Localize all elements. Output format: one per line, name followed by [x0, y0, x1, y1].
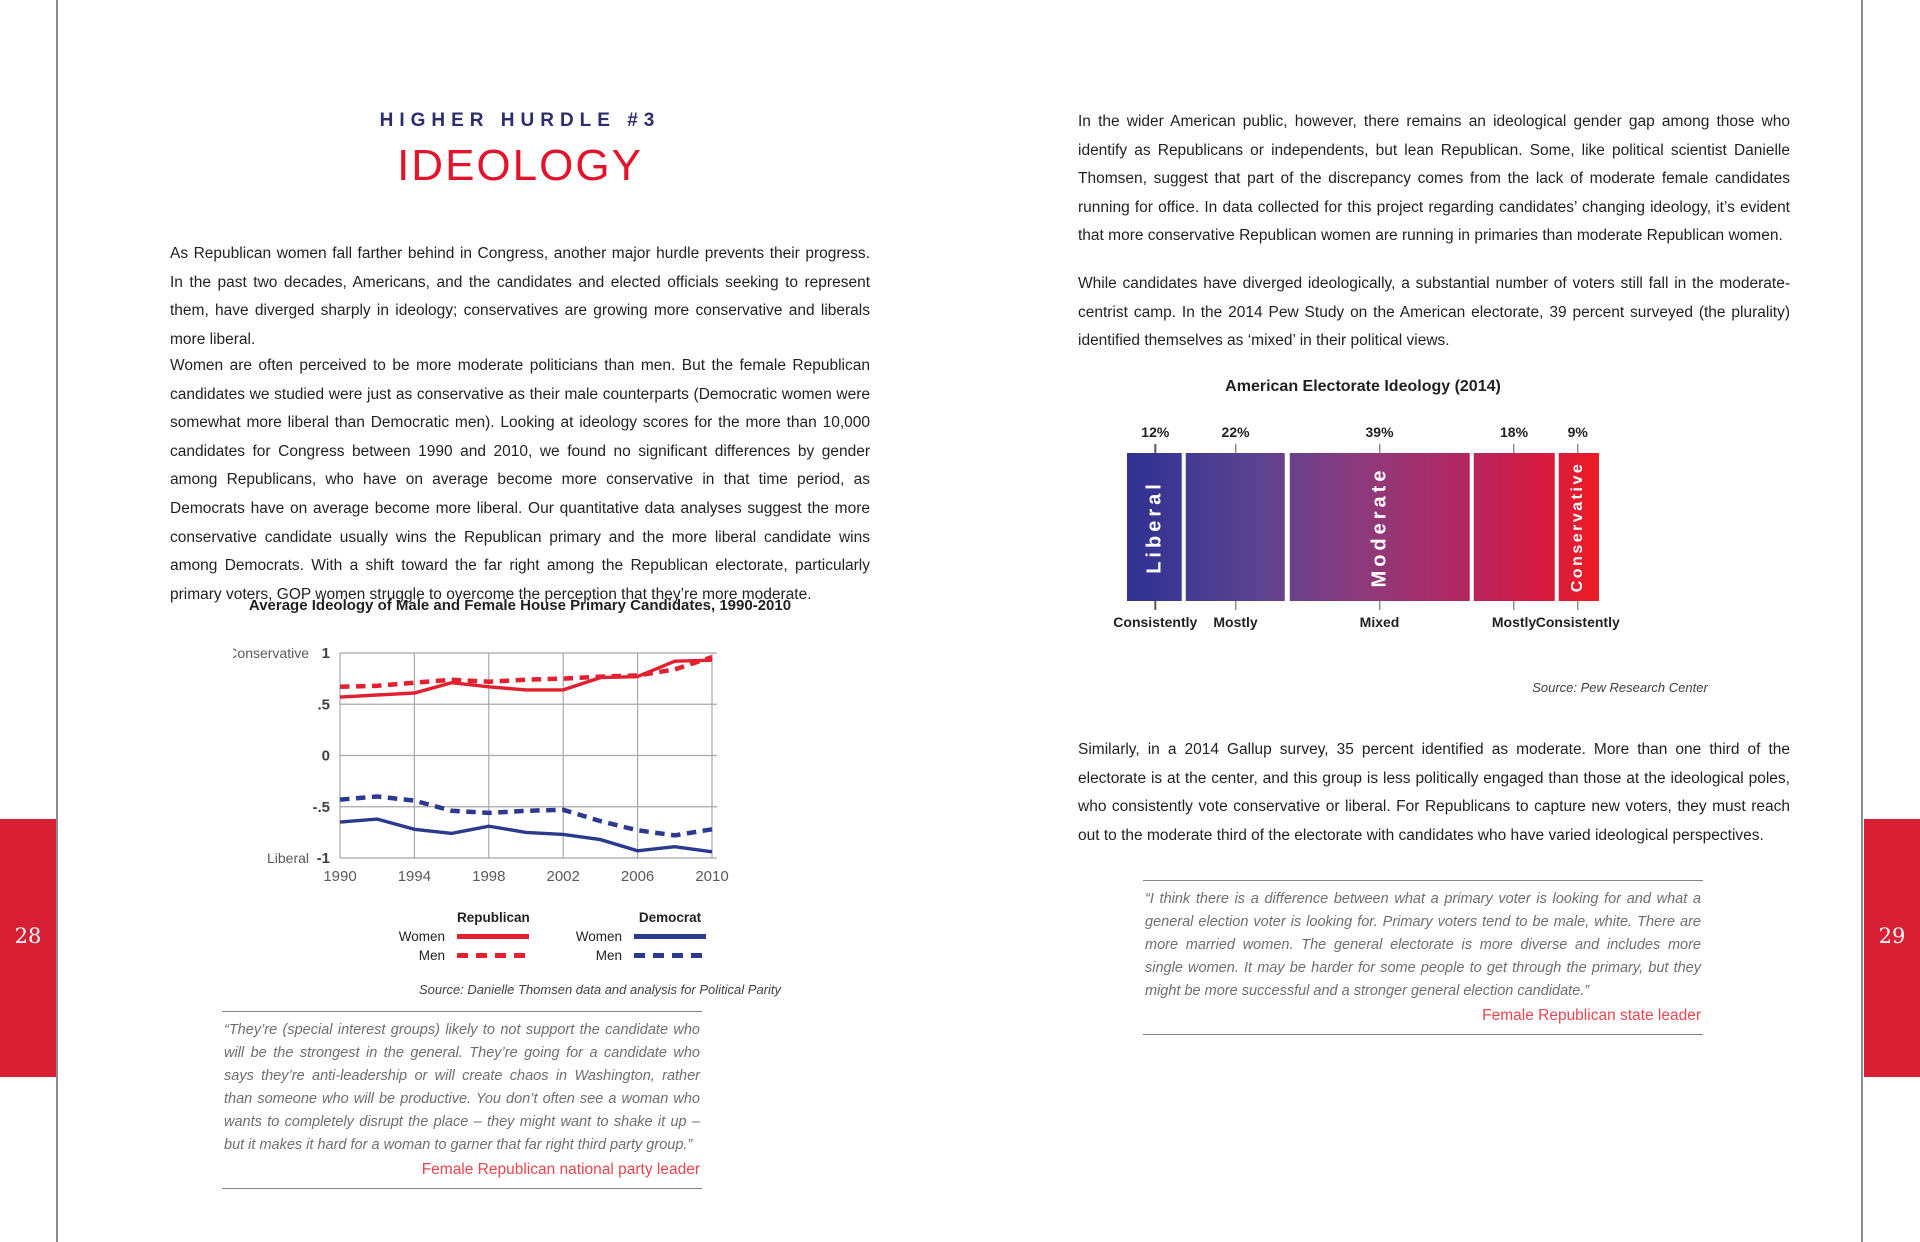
segment-percent-label: 39%: [1365, 424, 1394, 440]
segment-top-tick: [1154, 444, 1157, 453]
page-number-right: 29: [1878, 924, 1906, 948]
legend-header: Republican: [457, 910, 530, 925]
band-label-liberal: Liberal: [1143, 480, 1166, 574]
y-axis-side-label: Liberal: [267, 850, 309, 866]
segment-bottom-label: Consistently: [1113, 614, 1198, 630]
segment-top-tick: [1234, 444, 1237, 453]
x-axis-tick-label: 2010: [695, 868, 728, 885]
segment-divider: [1469, 453, 1474, 601]
legend-swatch-dashed: [634, 953, 706, 958]
section-kicker: HIGHER HURDLE #3: [379, 110, 661, 131]
right-paragraph-1: In the wider American public, however, t…: [1078, 113, 1790, 245]
band-label-conservative: Conservative: [1568, 461, 1586, 593]
page-tab-left: 28: [0, 819, 56, 1077]
right-paragraph-3: Similarly, in a 2014 Gallup survey, 35 p…: [1078, 741, 1790, 844]
segment-percent-label: 18%: [1500, 424, 1529, 440]
segment-bottom-tick: [1154, 601, 1157, 610]
y-axis-tick-label: -1: [317, 850, 330, 867]
line-chart-legend: Republican Women Men Democrat Women Men: [198, 910, 898, 963]
segment-top-tick: [1513, 444, 1515, 453]
ideology-line-chart: 1 Conservative .5 0 -.5 -1 Liberal 1990 1994 1998…: [233, 645, 729, 885]
segment-bottom-tick: [1513, 601, 1515, 610]
legend-label: Men: [595, 948, 622, 963]
right-paragraph-2: While candidates have diverged ideologic…: [1078, 275, 1790, 350]
segment-bottom-label: Mostly: [1491, 614, 1537, 630]
electorate-gradient-bar: Liberal Moderate Conservative: [1127, 453, 1599, 601]
y-axis-tick-label: .5: [317, 696, 330, 713]
electorate-chart-source: Source: Pew Research Center: [1532, 680, 1708, 695]
page-title: IDEOLOGY: [397, 141, 643, 190]
x-axis-tick-label: 1994: [398, 868, 431, 885]
right-quote-text: “I think there is a difference between w…: [1145, 891, 1701, 999]
x-axis-tick-label: 2002: [547, 868, 580, 885]
legend-label: Women: [575, 929, 622, 944]
page-tab-right: 29: [1864, 819, 1920, 1077]
segment-divider: [1554, 453, 1559, 601]
legend-swatch-solid: [634, 934, 706, 939]
left-page-trim-line: [56, 0, 58, 1242]
series-democrat-women: [339, 817, 713, 854]
segment-bottom-label: Mostly: [1213, 614, 1258, 630]
left-quote-attribution: Female Republican national party leader: [421, 1161, 700, 1178]
electorate-chart-title: American Electorate Ideology (2014): [1225, 378, 1501, 395]
legend-swatch-dashed: [457, 953, 529, 958]
x-axis-tick-label: 2006: [621, 868, 654, 885]
y-axis-tick-label: -.5: [312, 799, 330, 816]
y-axis-tick-label: 1: [322, 645, 330, 662]
electorate-ideology-chart: American Electorate Ideology (2014) Libe…: [1113, 378, 1619, 643]
x-axis-tick-label: 1990: [323, 868, 356, 885]
segment-bottom-label: Mixed: [1359, 614, 1400, 630]
y-axis-side-label: Conservative: [233, 645, 309, 661]
segment-divider: [1285, 453, 1290, 601]
line-chart-source: Source: Danielle Thomsen data and analys…: [418, 982, 781, 997]
series-democrat-men: [339, 794, 713, 838]
left-quote-text: “They’re (special interest groups) likel…: [224, 1022, 700, 1153]
right-quote-attribution: Female Republican state leader: [1482, 1007, 1701, 1024]
series-republican-men: [339, 654, 713, 690]
line-chart-title: Average Ideology of Male and Female Hous…: [248, 597, 792, 614]
segment-percent-label: 22%: [1221, 424, 1250, 440]
y-axis-tick-label: 0: [322, 748, 330, 765]
segment-bottom-tick: [1378, 601, 1381, 610]
segment-top-tick: [1577, 444, 1579, 453]
series-republican-women: [339, 658, 713, 699]
segment-divider: [1181, 453, 1186, 601]
segment-bottom-tick: [1234, 601, 1237, 610]
x-axis-tick-label: 1998: [472, 868, 505, 885]
legend-label: Men: [418, 948, 445, 963]
right-page-trim-line: [1861, 0, 1863, 1242]
legend-group-republican: Republican Women Men: [390, 910, 530, 963]
left-paragraph-2: Women are often perceived to be more mod…: [170, 357, 870, 603]
left-paragraph-1: As Republican women fall farther behind …: [170, 245, 870, 348]
legend-header: Democrat: [638, 910, 702, 925]
segment-top-tick: [1378, 444, 1381, 453]
left-pull-quote: “They’re (special interest groups) likel…: [222, 1011, 702, 1189]
page-number-left: 28: [14, 924, 42, 948]
segment-percent-label: 9%: [1567, 424, 1588, 440]
segment-bottom-tick: [1577, 601, 1579, 610]
legend-swatch-solid: [457, 934, 529, 939]
legend-group-democrat: Democrat Women Men: [567, 910, 706, 963]
segment-bottom-label: Consistently: [1535, 614, 1620, 630]
right-pull-quote: “I think there is a difference between w…: [1143, 880, 1703, 1035]
segment-percent-label: 12%: [1141, 424, 1170, 440]
legend-label: Women: [398, 929, 445, 944]
band-label-moderate: Moderate: [1368, 466, 1391, 588]
